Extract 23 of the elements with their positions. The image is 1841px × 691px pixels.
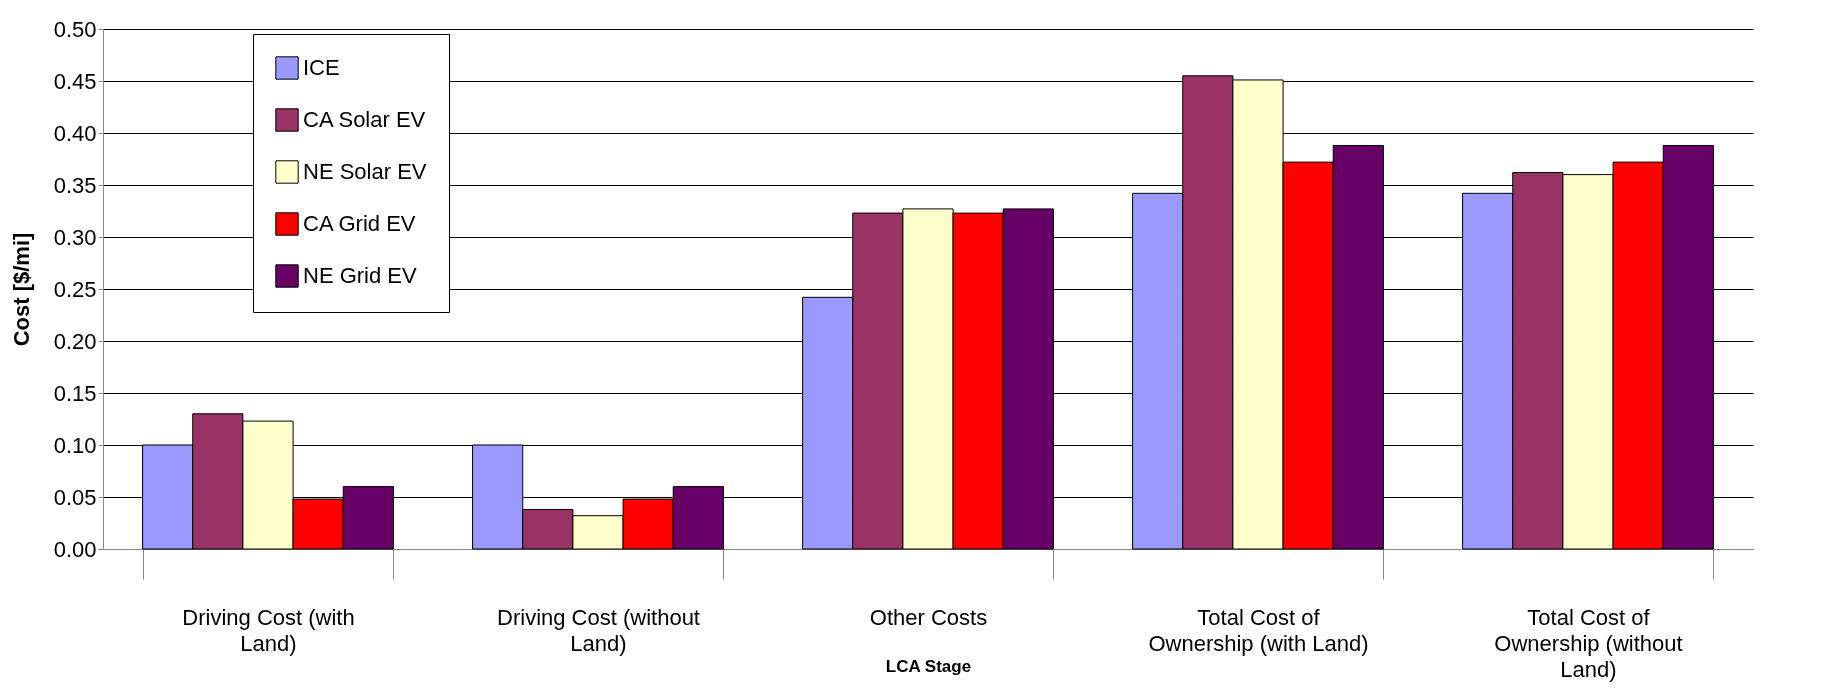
y-tick-label: 0.05 (53, 484, 97, 510)
y-tick-label: 0.10 (53, 432, 97, 458)
x-tick-label: Total Cost of Ownership (with Land) (1148, 604, 1369, 656)
x-tick-label: Total Cost of Ownership (without Land) (1494, 604, 1683, 682)
x-tick-label: Driving Cost (without Land) (497, 604, 700, 656)
y-tick-label: 0.35 (53, 172, 97, 198)
x-tick-label: Driving Cost (with Land) (182, 604, 355, 656)
y-axis-title: Cost [$/mi] (8, 232, 34, 347)
legend-label: ICE (303, 55, 340, 80)
x-tick-label: Other Costs (869, 604, 988, 630)
legend-label: CA Grid EV (303, 211, 416, 236)
y-tick-label: 0.25 (53, 276, 97, 302)
y-tick-label: 0.15 (53, 380, 97, 406)
y-tick-label: 0.00 (53, 536, 97, 562)
y-tick-label: 0.50 (53, 16, 97, 42)
y-tick-label: 0.45 (53, 68, 97, 94)
y-tick-label: 0.30 (53, 224, 97, 250)
legend-label: NE Solar EV (303, 159, 427, 184)
legend-label: NE Grid EV (303, 263, 418, 288)
legend-label: CA Solar EV (303, 107, 426, 132)
y-tick-label: 0.20 (53, 328, 97, 354)
y-tick-label: 0.40 (53, 120, 97, 146)
x-axis-title: LCA Stage (885, 656, 972, 676)
